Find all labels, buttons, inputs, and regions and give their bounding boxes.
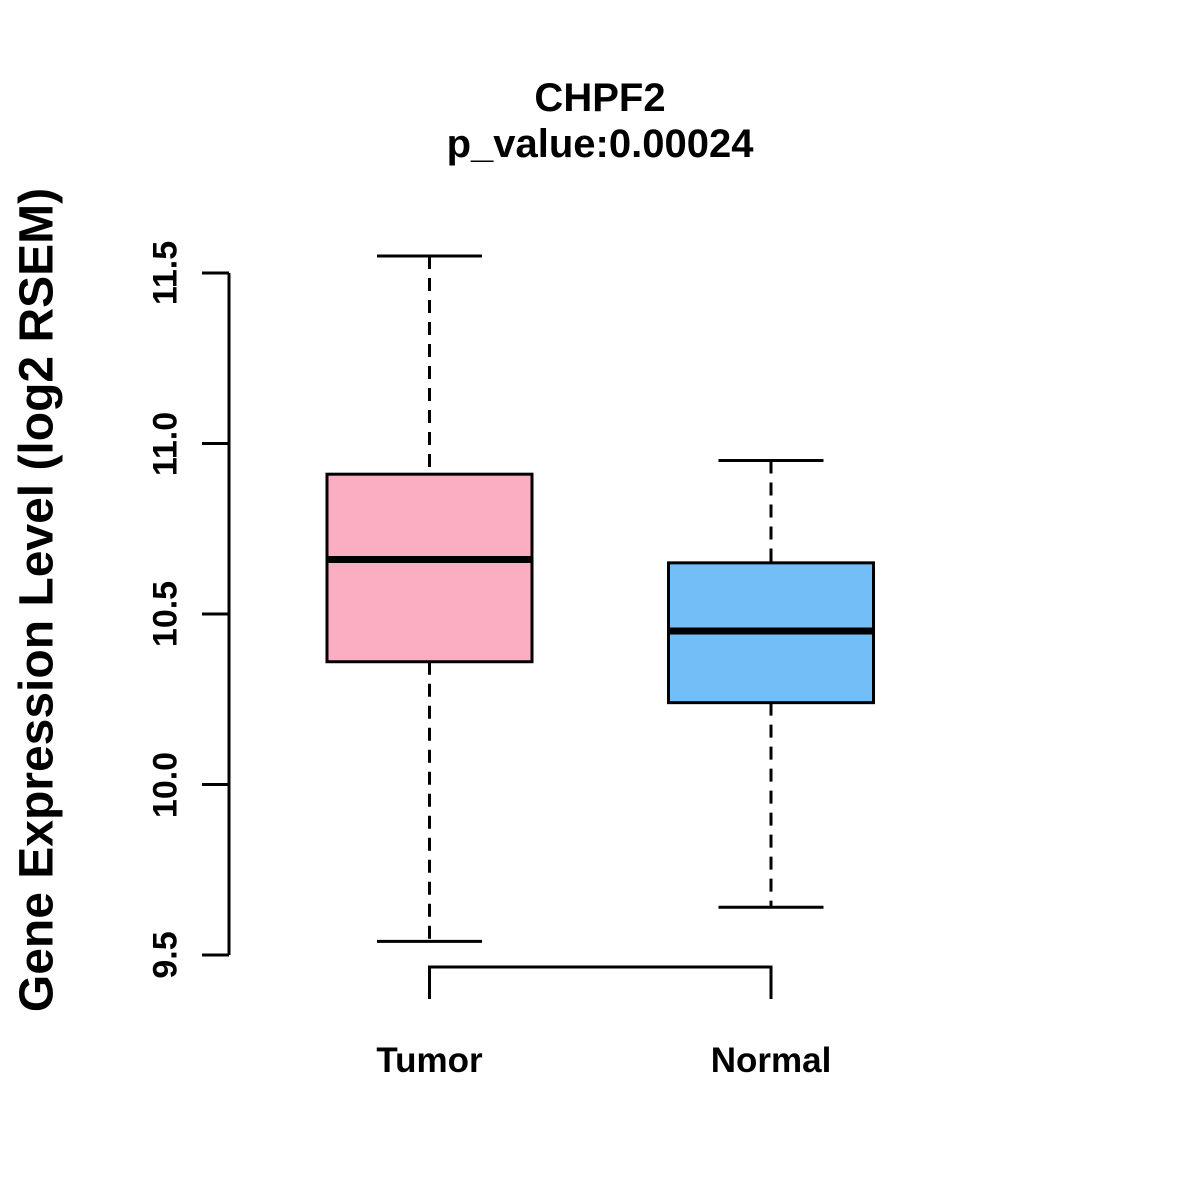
x-category-label-normal: Normal — [710, 1041, 832, 1080]
chart-subtitle: p_value:0.00024 — [446, 122, 754, 166]
y-tick-label: 11.0 — [146, 411, 185, 476]
x-axis-bracket — [428, 965, 773, 999]
y-axis-title: Gene Expression Level (log2 RSEM) — [10, 187, 64, 1013]
y-tick-label: 9.5 — [146, 931, 185, 979]
y-tick-label: 10.5 — [146, 580, 185, 648]
x-category-label-tumor: Tumor — [376, 1041, 483, 1080]
chart-title: CHPF2 — [534, 76, 666, 120]
y-tick-label: 11.5 — [146, 240, 185, 306]
y-tick-label: 10.0 — [146, 751, 185, 818]
tumor-box — [325, 472, 534, 664]
